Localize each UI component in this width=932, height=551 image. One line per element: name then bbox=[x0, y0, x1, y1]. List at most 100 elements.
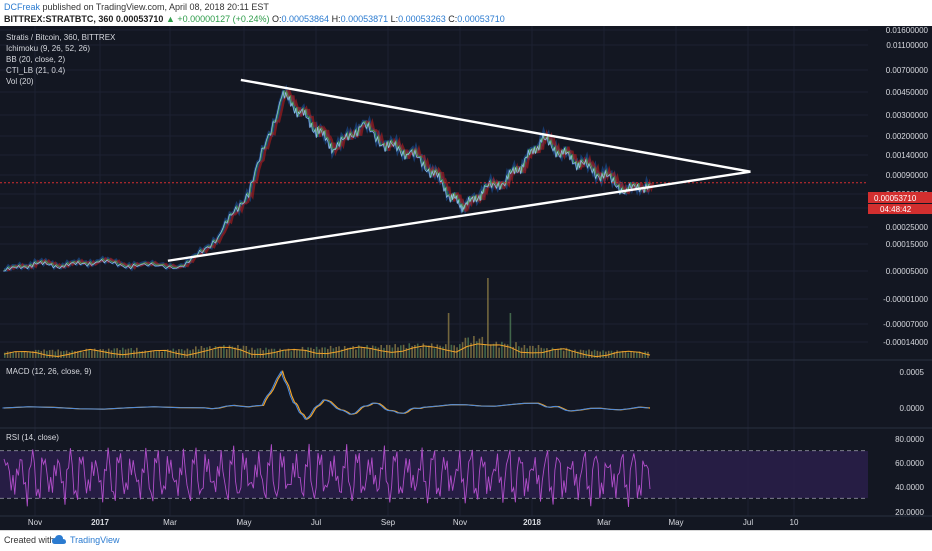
price-axis-label: 0.00090000 bbox=[886, 171, 929, 180]
time-axis-label: 2017 bbox=[91, 518, 109, 527]
volume-bar bbox=[425, 345, 427, 358]
volume-bar bbox=[6, 351, 9, 358]
last-price: 0.00053710 bbox=[115, 14, 164, 24]
author-link[interactable]: DCFreak bbox=[4, 2, 41, 12]
volume-bar bbox=[537, 345, 540, 358]
volume-bar bbox=[287, 348, 290, 358]
current-price-tag: 0.00053710 04:48:42 bbox=[868, 192, 932, 214]
volume-bar bbox=[546, 348, 548, 358]
volume-bar bbox=[284, 349, 287, 358]
volume-bar bbox=[414, 345, 416, 358]
bar-countdown: 04:48:42 bbox=[880, 205, 912, 214]
volume-bar bbox=[436, 344, 439, 358]
volume-bar bbox=[495, 341, 498, 358]
volume-bar bbox=[239, 348, 242, 358]
legend-cti[interactable]: CTI_LB (21, 0.4) bbox=[6, 66, 65, 75]
volume-bar bbox=[605, 351, 607, 358]
price-axis-label: 0.00450000 bbox=[886, 88, 929, 97]
volume-bar bbox=[15, 351, 17, 358]
price-axis-label: 0.00700000 bbox=[886, 66, 929, 75]
time-axis-label: Nov bbox=[453, 518, 467, 527]
time-axis-label: Jul bbox=[743, 518, 753, 527]
publish-info: DCFreak published on TradingView.com, Ap… bbox=[4, 2, 269, 12]
volume-bar bbox=[613, 351, 616, 358]
rsi-band bbox=[0, 451, 868, 498]
volume-bar bbox=[225, 349, 228, 358]
volume-bar bbox=[68, 352, 71, 358]
volume-bar bbox=[74, 351, 76, 358]
volume-bar bbox=[352, 346, 354, 358]
volume-bar bbox=[60, 351, 62, 358]
volume-bar bbox=[341, 349, 343, 358]
volume-bar bbox=[65, 350, 68, 358]
chart-background bbox=[0, 26, 932, 530]
chart-canvas[interactable]: 0.01600000 0.01100000 0.00700000 0.00450000… bbox=[0, 26, 932, 530]
volume-bar bbox=[29, 351, 31, 358]
legend-macd[interactable]: MACD (12, 26, close, 9) bbox=[6, 367, 92, 376]
time-axis-label: 2018 bbox=[523, 518, 541, 527]
volume-bar bbox=[529, 345, 531, 358]
volume-bar bbox=[32, 351, 34, 358]
volume-bar bbox=[231, 346, 234, 358]
volume-bar bbox=[116, 348, 118, 358]
grid bbox=[0, 26, 868, 516]
volume-bar bbox=[430, 343, 433, 358]
time-axis[interactable]: Nov 2017 Mar May Jul Sep Nov 2018 Mar May Jul 10 bbox=[28, 518, 799, 527]
volume-bar bbox=[220, 347, 222, 358]
volume-bar bbox=[54, 351, 57, 358]
volume-bar bbox=[18, 352, 20, 358]
volume-bar bbox=[34, 349, 37, 358]
volume-bar bbox=[147, 352, 149, 358]
volume-bar bbox=[324, 347, 326, 358]
legend-rsi[interactable]: RSI (14, close) bbox=[6, 433, 59, 442]
volume-bar bbox=[282, 349, 284, 358]
volume-bar bbox=[445, 344, 447, 358]
volume-bar bbox=[442, 346, 444, 358]
legend-vol[interactable]: Vol (20) bbox=[6, 77, 34, 86]
volume-bar bbox=[489, 344, 492, 358]
volume-bar bbox=[394, 344, 396, 358]
time-axis-label: May bbox=[668, 518, 683, 527]
rsi-axis-label: 40.0000 bbox=[895, 483, 924, 492]
trendlines[interactable] bbox=[167, 78, 751, 262]
volume-bar bbox=[88, 349, 90, 358]
volume-bar bbox=[512, 346, 514, 358]
volume-bar bbox=[599, 351, 601, 358]
volume-bar bbox=[37, 349, 40, 358]
volume-bar bbox=[596, 350, 599, 358]
legend-ichimoku[interactable]: Ichimoku (9, 26, 52, 26) bbox=[6, 44, 90, 53]
volume-bar bbox=[369, 349, 371, 358]
volume-bar bbox=[630, 351, 632, 358]
rsi-axis-label: 80.0000 bbox=[895, 435, 924, 444]
volume-bar bbox=[377, 347, 380, 358]
volume-bar bbox=[237, 345, 239, 358]
volume-bar bbox=[155, 351, 158, 358]
volume-bar bbox=[543, 348, 545, 358]
volume-bar bbox=[492, 343, 495, 358]
price-axis-label: 0.00015000 bbox=[886, 240, 929, 249]
tradingview-brand[interactable]: TradingView bbox=[70, 535, 120, 545]
volume-ma-line bbox=[3, 343, 651, 358]
volume-bar bbox=[638, 351, 641, 358]
volume-bar bbox=[433, 348, 436, 358]
volume-bar bbox=[242, 345, 245, 358]
volume-bar bbox=[621, 350, 624, 358]
macd-axis-label: 0.0000 bbox=[900, 404, 925, 413]
volume-bar bbox=[332, 348, 335, 358]
volume-bar bbox=[290, 351, 293, 358]
volume-bar bbox=[150, 350, 152, 358]
legend-bb[interactable]: BB (20, close, 2) bbox=[6, 55, 65, 64]
volume-bar bbox=[481, 336, 484, 358]
volume-bar bbox=[548, 350, 551, 358]
volume-bar bbox=[523, 345, 526, 358]
volume-bar bbox=[503, 343, 506, 358]
volume-bar bbox=[366, 345, 368, 358]
volume-bar bbox=[459, 344, 461, 358]
volume-bar bbox=[228, 345, 231, 358]
volume-bar bbox=[304, 349, 307, 358]
volume-bar bbox=[411, 346, 413, 358]
ohlc-line: BITTREX:STRATBTC, 360 0.00053710 ▲ +0.00… bbox=[4, 14, 505, 24]
volume-bar bbox=[130, 348, 132, 358]
volume-bar bbox=[422, 343, 425, 358]
volume-bar bbox=[293, 348, 295, 358]
